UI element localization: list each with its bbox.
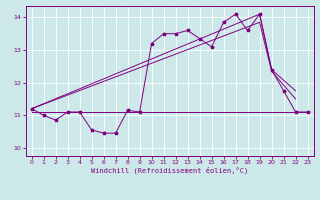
X-axis label: Windchill (Refroidissement éolien,°C): Windchill (Refroidissement éolien,°C)	[91, 167, 248, 174]
